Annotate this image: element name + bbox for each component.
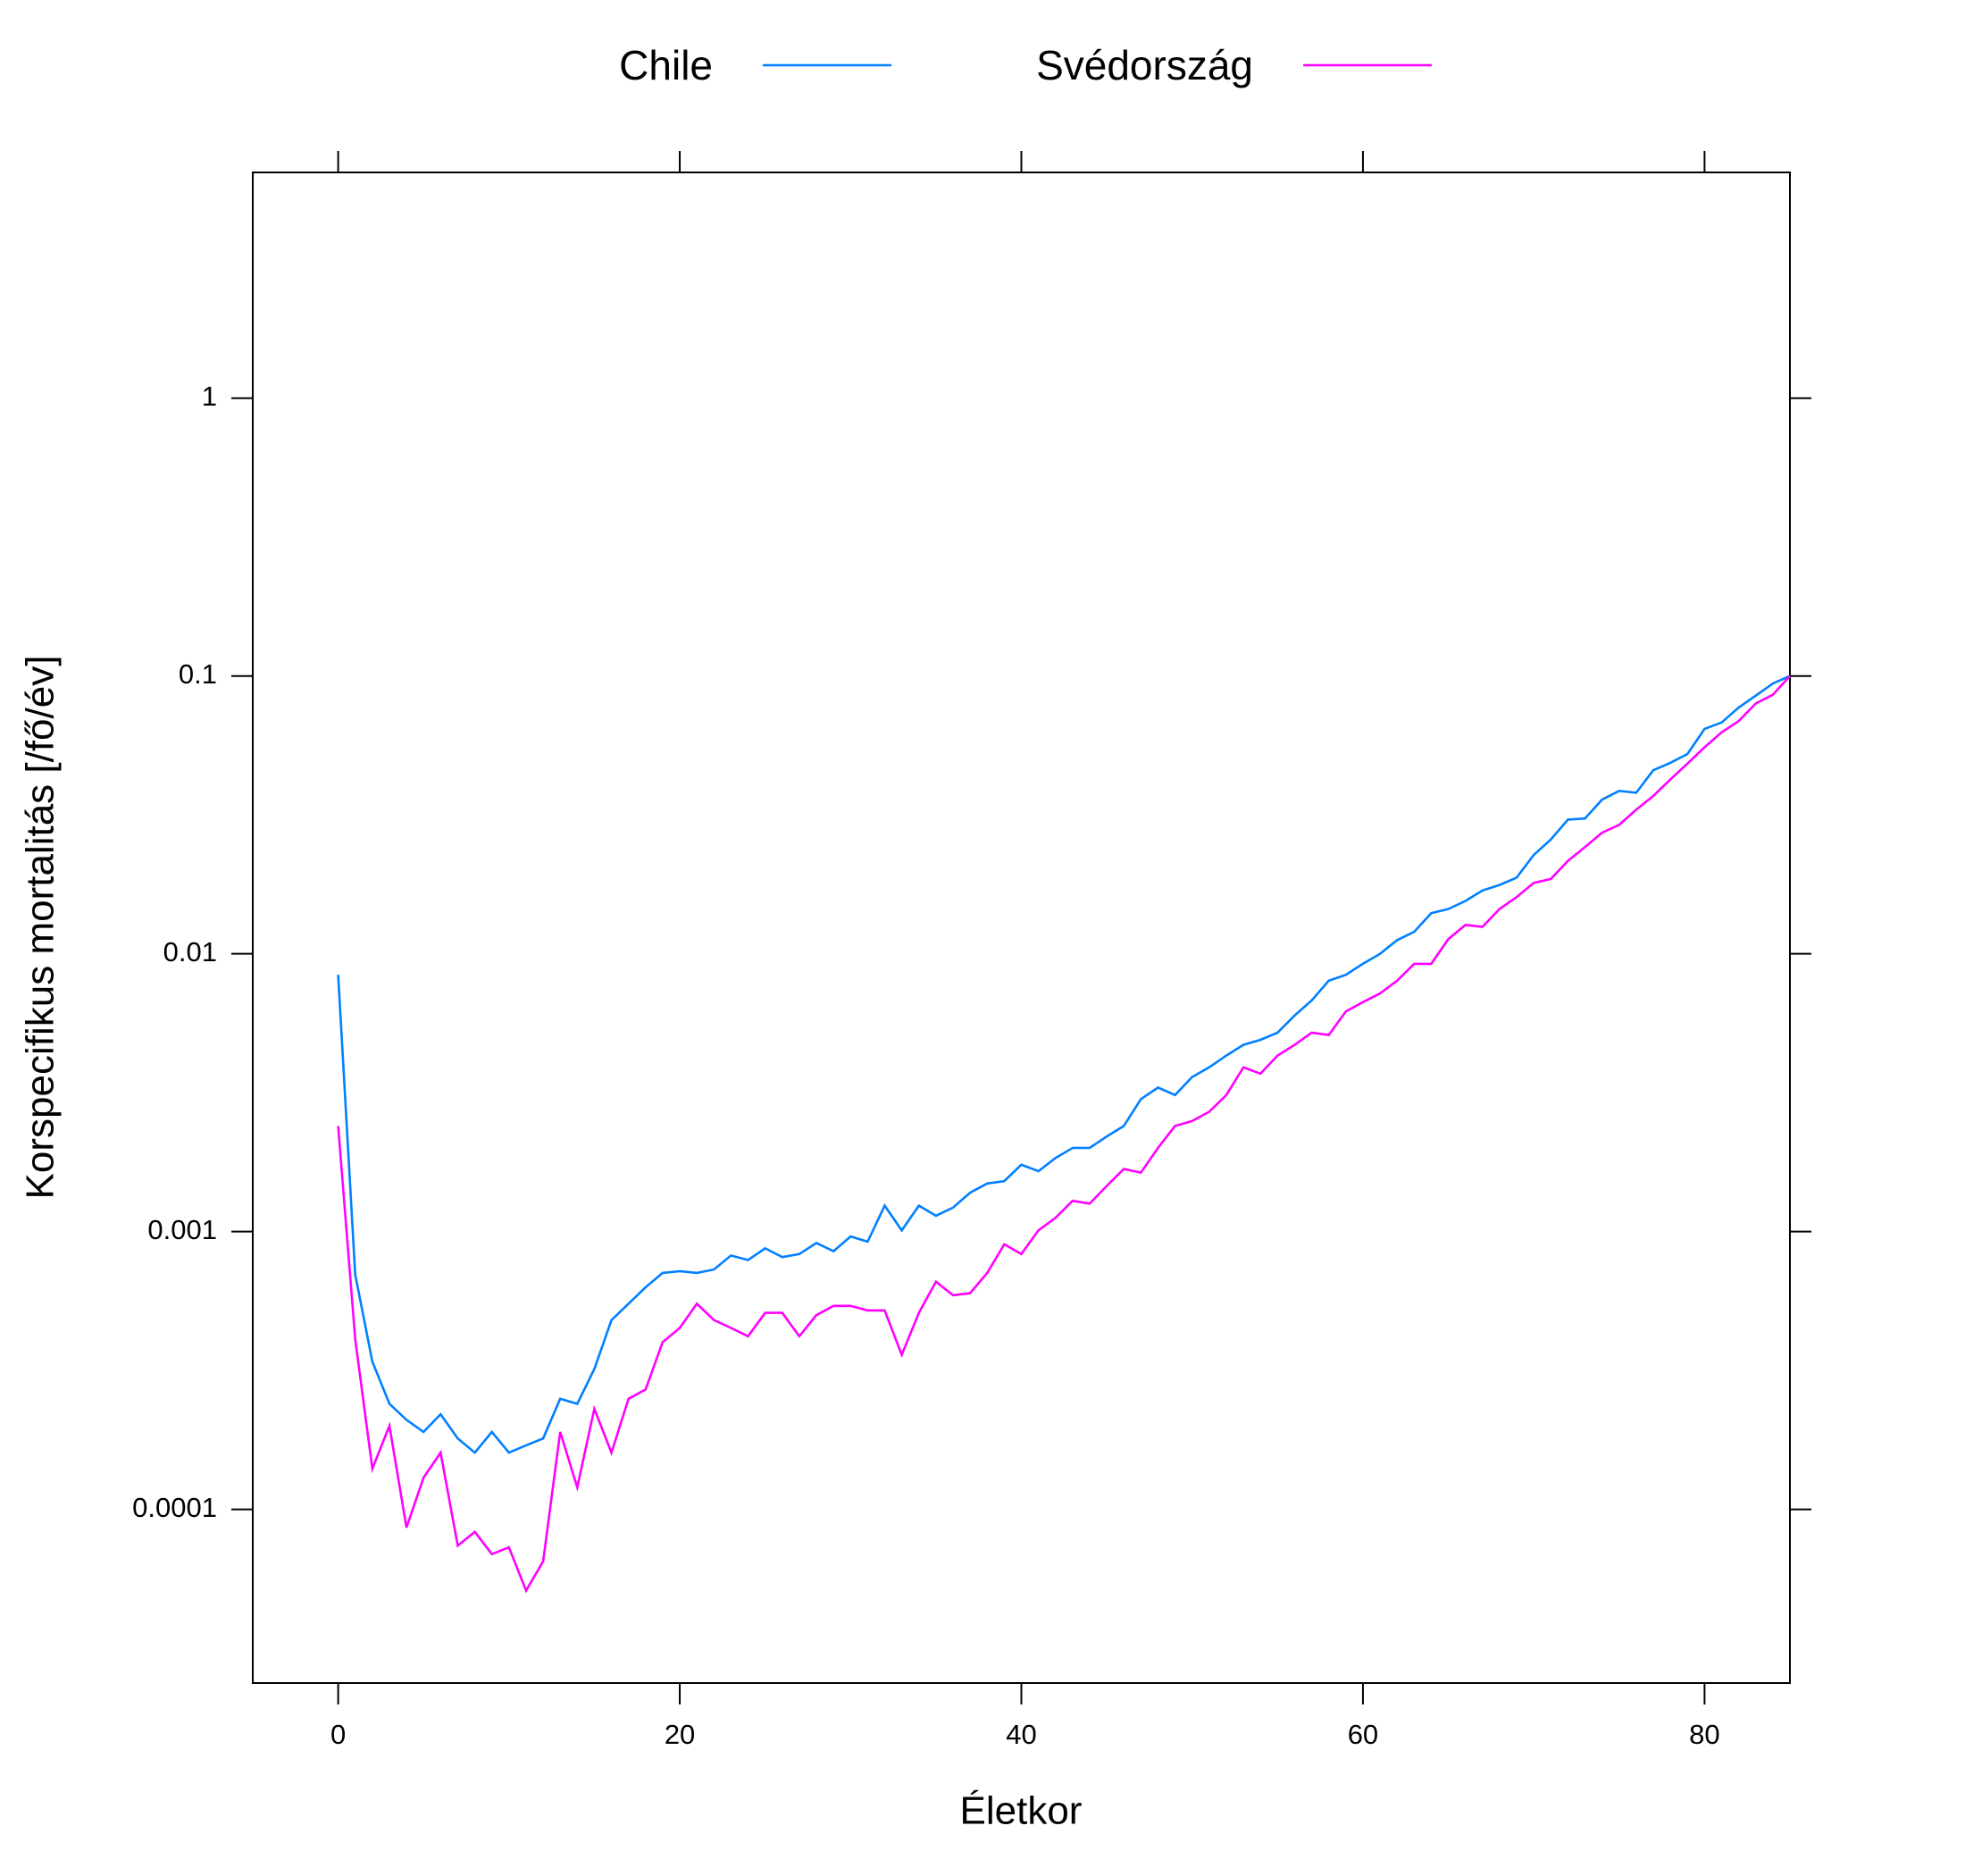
- y-tick-label: 0.0001: [132, 1492, 217, 1523]
- y-tick-label: 0.01: [163, 936, 217, 967]
- y-axis-title: Korspecifikus mortalitás [/fő/év]: [19, 656, 63, 1200]
- y-tick-label: 0.001: [147, 1214, 217, 1245]
- x-axis-title: Életkor: [960, 1789, 1083, 1833]
- plot-frame: [252, 172, 1791, 1684]
- data-line: [337, 674, 1791, 1594]
- legend-label: Svédország: [1036, 42, 1253, 88]
- data-line: [337, 674, 1791, 1454]
- x-tick-label: 60: [1348, 1719, 1378, 1750]
- x-tick-label: 20: [665, 1719, 695, 1750]
- x-tick-label: 80: [1689, 1719, 1719, 1750]
- legend-label: Chile: [619, 42, 713, 88]
- x-tick-label: 0: [330, 1719, 346, 1750]
- y-tick-label: 0.1: [179, 658, 217, 690]
- y-tick-label: 1: [202, 381, 217, 412]
- x-tick-label: 40: [1006, 1719, 1036, 1750]
